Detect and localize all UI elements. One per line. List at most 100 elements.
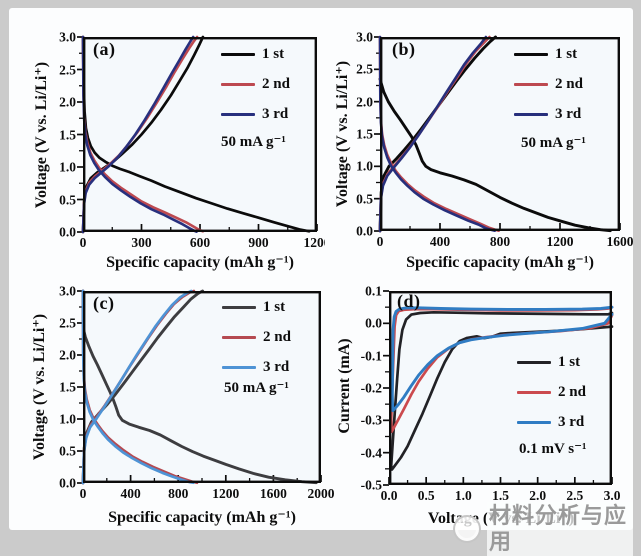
series-curve-2nd	[378, 35, 491, 233]
panel-c: Voltage (V vs. Li/Li⁺) (c) 1 st 2 nd 3 rd …	[19, 276, 339, 546]
legend-item: 1 st	[517, 353, 586, 371]
y-tick-label: 1.5	[59, 126, 76, 142]
y-tick-label: 1.0	[59, 411, 76, 427]
series-curve-3rd	[81, 289, 195, 485]
watermark-logo-icon	[453, 515, 481, 543]
y-tick-label: 0.5	[59, 191, 76, 207]
legend-item: 2 nd	[517, 383, 586, 401]
legend-item: 3 rd	[221, 105, 290, 123]
y-tick-label: 3.0	[59, 283, 76, 299]
legend-label: 2 nd	[262, 75, 290, 92]
panel-c-x-axis-label: Specific capacity (mAh g⁻¹)	[108, 509, 296, 526]
x-tick-label: 0	[79, 486, 87, 501]
legend-item: 1 st	[221, 45, 290, 63]
y-tick-label: 1.5	[59, 379, 76, 395]
y-tick-label: 0.0	[356, 223, 373, 239]
y-tick-label: 0.0	[59, 224, 76, 240]
series-curve-3rd	[81, 35, 198, 233]
legend-line-swatch	[222, 365, 256, 369]
series-curve-2nd	[378, 35, 501, 232]
legend-label: 1 st	[555, 45, 578, 62]
y-tick-label: 1.0	[59, 159, 76, 175]
series-curve-1st	[81, 35, 311, 233]
series-curve-3rd	[378, 35, 497, 232]
panel-c-legend: 1 st 2 nd 3 rd	[222, 298, 291, 388]
legend-item: 1 st	[222, 298, 291, 316]
legend-line-swatch	[514, 82, 548, 86]
series-curve-2nd	[81, 289, 196, 485]
panel-c-current-density-note: 50 mA g⁻¹	[224, 380, 289, 396]
x-tick-label: 900	[248, 235, 269, 250]
y-tick-label: -0.3	[360, 412, 382, 428]
panel-d-plot-area: (d) 1 st 2 nd 3 rd 0.1 mV s⁻¹ 0.0 0.5 1.0 1.5…	[361, 284, 621, 502]
y-tick-label: 2.5	[356, 61, 373, 77]
panel-a: Voltage (V vs. Li/Li⁺) (a) 1 st 2 nd 3 rd …	[19, 14, 325, 276]
legend-label: 1 st	[558, 353, 581, 370]
panel-a-y-axis-label: Voltage (V vs. Li/Li⁺)	[33, 61, 50, 209]
watermark: 材料分析与应用	[453, 502, 633, 556]
y-tick-label: 0.1	[365, 283, 382, 299]
y-tick-label: -0.1	[360, 347, 382, 363]
legend-line-swatch	[517, 360, 551, 364]
x-tick-label: 0	[376, 234, 384, 249]
series-curve-1st	[378, 77, 612, 233]
legend-label: 2 nd	[555, 75, 583, 92]
watermark-text: 材料分析与应用	[487, 502, 633, 556]
x-tick-label: 600	[189, 235, 211, 250]
legend-label: 3 rd	[262, 105, 289, 122]
x-tick-label: 1.0	[454, 488, 472, 503]
legend-line-swatch	[222, 335, 256, 339]
y-tick-label: 2.0	[59, 347, 76, 363]
series-curve-3rd	[81, 35, 195, 234]
x-tick-label: 2.5	[566, 488, 584, 503]
legend-item: 3 rd	[517, 413, 586, 431]
series-curve-1st	[81, 289, 318, 485]
x-tick-label: 800	[168, 486, 189, 501]
series-curve-3rd	[81, 289, 193, 485]
legend-item: 3 rd	[222, 358, 291, 376]
x-tick-label: 400	[429, 234, 451, 249]
panel-b-label: (b)	[392, 39, 416, 59]
x-tick-label: 1200	[212, 486, 240, 501]
legend-item: 3 rd	[514, 105, 583, 123]
legend-label: 3 rd	[558, 413, 585, 430]
y-tick-label: -0.5	[360, 477, 382, 493]
x-tick-label: 0.5	[417, 488, 435, 503]
panel-b: Voltage (V vs. Li/Li⁺) (b) 1 st 2 nd 3 rd …	[331, 14, 641, 276]
legend-label: 1 st	[262, 45, 285, 62]
y-tick-label: 0.5	[356, 190, 373, 206]
x-tick-label: 400	[120, 486, 141, 501]
panel-d-legend: 1 st 2 nd 3 rd	[517, 353, 586, 443]
panel-c-plot-area: (c) 1 st 2 nd 3 rd 50 mA g⁻¹ 0 400 800 1200 16…	[59, 284, 334, 500]
panel-d: Current (mA) (d) 1 st 2 nd 3 rd 0.1 mV s⁻¹…	[331, 276, 641, 548]
y-tick-label: 0.0	[59, 475, 76, 491]
panel-d-scan-rate-note: 0.1 mV s⁻¹	[519, 441, 587, 457]
x-tick-label: 0	[79, 235, 87, 250]
legend-label: 3 rd	[263, 358, 290, 375]
panel-c-y-axis-label: Voltage (V vs. Li/Li⁺)	[31, 313, 48, 461]
series-curve-2nd	[81, 289, 199, 485]
legend-line-swatch	[517, 420, 551, 424]
legend-line-swatch	[514, 52, 548, 56]
panel-a-current-density-note: 50 mA g⁻¹	[221, 134, 286, 150]
x-tick-label: 300	[131, 235, 152, 250]
y-tick-label: 2.5	[59, 61, 76, 77]
panel-d-chart-svg	[383, 290, 614, 486]
y-tick-label: 1.5	[356, 126, 373, 142]
legend-item: 1 st	[514, 45, 583, 63]
panel-a-x-axis-label: Specific capacity (mAh g⁻¹)	[106, 254, 294, 271]
y-tick-label: 0.5	[59, 443, 76, 459]
x-tick-label: 3.0	[603, 488, 621, 503]
panel-b-x-axis-label: Specific capacity (mAh g⁻¹)	[406, 254, 594, 271]
panel-a-chart-svg	[77, 35, 318, 234]
panel-b-plot-area: (b) 1 st 2 nd 3 rd 50 mA g⁻¹ 0 400 800 1200 16…	[356, 30, 633, 248]
y-tick-label: 0.0	[365, 315, 382, 331]
panel-c-label: (c)	[93, 293, 115, 313]
x-tick-label: 2.0	[529, 488, 547, 503]
legend-line-swatch	[221, 82, 255, 86]
legend-label: 3 rd	[555, 105, 582, 122]
series-curve-1st	[378, 35, 497, 233]
panel-a-legend: 1 st 2 nd 3 rd	[221, 45, 290, 135]
legend-label: 2 nd	[558, 383, 586, 400]
x-tick-label: 2000	[307, 486, 335, 501]
